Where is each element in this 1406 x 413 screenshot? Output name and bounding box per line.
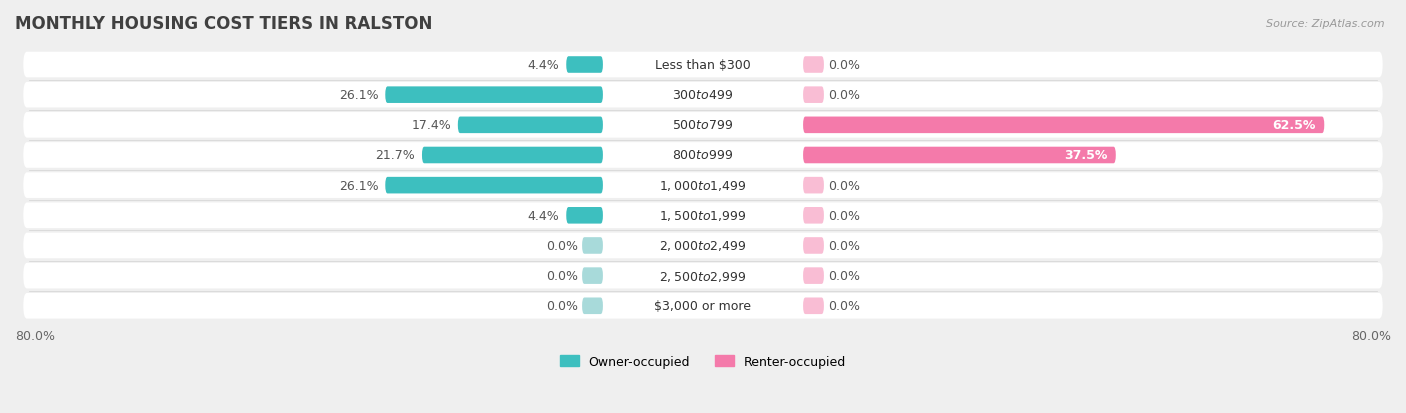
- FancyBboxPatch shape: [582, 237, 603, 254]
- FancyBboxPatch shape: [567, 207, 603, 224]
- Text: 37.5%: 37.5%: [1064, 149, 1108, 162]
- FancyBboxPatch shape: [24, 233, 1382, 259]
- Text: 17.4%: 17.4%: [412, 119, 451, 132]
- FancyBboxPatch shape: [567, 57, 603, 74]
- FancyBboxPatch shape: [24, 203, 1382, 228]
- FancyBboxPatch shape: [24, 113, 1382, 138]
- FancyBboxPatch shape: [422, 147, 603, 164]
- FancyBboxPatch shape: [458, 117, 603, 134]
- FancyBboxPatch shape: [24, 83, 1382, 108]
- Text: $500 to $799: $500 to $799: [672, 119, 734, 132]
- FancyBboxPatch shape: [24, 52, 1382, 78]
- Text: 0.0%: 0.0%: [546, 240, 578, 252]
- Text: $300 to $499: $300 to $499: [672, 89, 734, 102]
- Text: 0.0%: 0.0%: [828, 269, 860, 282]
- FancyBboxPatch shape: [803, 57, 824, 74]
- Text: $800 to $999: $800 to $999: [672, 149, 734, 162]
- Text: 0.0%: 0.0%: [828, 179, 860, 192]
- Text: Source: ZipAtlas.com: Source: ZipAtlas.com: [1267, 19, 1385, 28]
- Text: $1,000 to $1,499: $1,000 to $1,499: [659, 179, 747, 193]
- Text: $2,000 to $2,499: $2,000 to $2,499: [659, 239, 747, 253]
- FancyBboxPatch shape: [582, 268, 603, 284]
- Text: 4.4%: 4.4%: [527, 59, 560, 72]
- Text: 26.1%: 26.1%: [339, 89, 378, 102]
- FancyBboxPatch shape: [24, 263, 1382, 289]
- FancyBboxPatch shape: [803, 147, 1116, 164]
- Text: 0.0%: 0.0%: [828, 89, 860, 102]
- FancyBboxPatch shape: [803, 268, 824, 284]
- FancyBboxPatch shape: [803, 298, 824, 314]
- FancyBboxPatch shape: [385, 178, 603, 194]
- FancyBboxPatch shape: [803, 117, 1324, 134]
- Text: $3,000 or more: $3,000 or more: [655, 299, 751, 313]
- Text: 0.0%: 0.0%: [828, 59, 860, 72]
- FancyBboxPatch shape: [803, 237, 824, 254]
- FancyBboxPatch shape: [24, 143, 1382, 169]
- FancyBboxPatch shape: [385, 87, 603, 104]
- Legend: Owner-occupied, Renter-occupied: Owner-occupied, Renter-occupied: [560, 355, 846, 368]
- FancyBboxPatch shape: [803, 178, 824, 194]
- FancyBboxPatch shape: [24, 293, 1382, 319]
- Text: 26.1%: 26.1%: [339, 179, 378, 192]
- Text: 0.0%: 0.0%: [828, 240, 860, 252]
- Text: MONTHLY HOUSING COST TIERS IN RALSTON: MONTHLY HOUSING COST TIERS IN RALSTON: [15, 15, 433, 33]
- Text: 21.7%: 21.7%: [375, 149, 415, 162]
- FancyBboxPatch shape: [803, 207, 824, 224]
- Text: 4.4%: 4.4%: [527, 209, 560, 222]
- FancyBboxPatch shape: [582, 298, 603, 314]
- Text: 0.0%: 0.0%: [828, 209, 860, 222]
- FancyBboxPatch shape: [24, 173, 1382, 199]
- Text: 0.0%: 0.0%: [546, 299, 578, 313]
- Text: 0.0%: 0.0%: [546, 269, 578, 282]
- Text: 0.0%: 0.0%: [828, 299, 860, 313]
- Text: Less than $300: Less than $300: [655, 59, 751, 72]
- Text: 62.5%: 62.5%: [1272, 119, 1316, 132]
- Text: $2,500 to $2,999: $2,500 to $2,999: [659, 269, 747, 283]
- Text: $1,500 to $1,999: $1,500 to $1,999: [659, 209, 747, 223]
- FancyBboxPatch shape: [803, 87, 824, 104]
- Text: 80.0%: 80.0%: [15, 329, 55, 342]
- Text: 80.0%: 80.0%: [1351, 329, 1391, 342]
